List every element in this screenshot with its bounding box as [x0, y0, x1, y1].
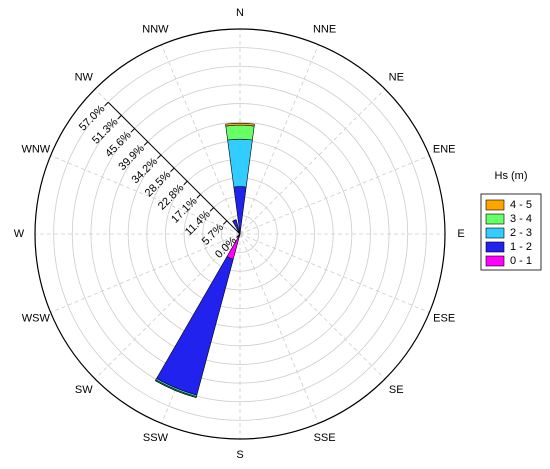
direction-label: W [14, 228, 25, 240]
direction-label: SE [389, 384, 404, 396]
direction-label: S [236, 449, 243, 461]
direction-label: WSW [22, 312, 51, 324]
rose-segment [155, 380, 197, 398]
direction-label: WNW [21, 143, 50, 155]
grid-spoke [239, 233, 319, 424]
legend-label: 1 - 2 [510, 241, 532, 253]
direction-label: SSW [143, 432, 169, 444]
radial-tick [209, 207, 214, 212]
direction-label: NE [389, 72, 404, 84]
grid-spoke [94, 233, 241, 380]
outer-circle [34, 28, 446, 440]
direction-label: SW [75, 384, 93, 396]
grid-spoke [239, 88, 386, 235]
grid-spoke [50, 155, 241, 235]
legend-swatch [485, 227, 505, 239]
radial-tick [170, 167, 175, 172]
direction-label: NW [75, 72, 94, 84]
legend-label: 2 - 3 [510, 227, 532, 239]
grid-spoke [50, 233, 241, 313]
grid-ring [127, 121, 353, 347]
radial-tick [104, 101, 109, 107]
rose-segment [225, 124, 255, 141]
direction-label: NNE [313, 24, 336, 36]
direction-label: ENE [433, 143, 456, 155]
direction-label: ESE [433, 312, 455, 324]
rose-segment [227, 138, 253, 188]
radial-tick [143, 141, 149, 146]
legend-swatch [485, 241, 505, 253]
radial-tick [236, 233, 241, 238]
direction-label: N [236, 7, 244, 19]
legend-label: 0 - 1 [510, 255, 532, 267]
legend-label: 3 - 4 [510, 213, 532, 225]
radial-tick [222, 220, 228, 225]
direction-label: NNW [142, 24, 169, 36]
rose-segment [225, 122, 255, 127]
radial-tick [130, 128, 135, 133]
grid-spoke [239, 155, 430, 235]
grid-ring [109, 103, 371, 365]
radial-tick [183, 180, 188, 186]
grid-spoke [161, 233, 241, 424]
radial-tick [157, 154, 162, 159]
grid-ring [53, 47, 427, 421]
grid-spoke [161, 44, 241, 235]
grid-ring [71, 65, 409, 403]
radial-tick [196, 194, 201, 199]
grid-spoke [239, 44, 319, 235]
legend-label: 4 - 5 [510, 199, 532, 211]
direction-label: SSE [314, 432, 336, 444]
direction-label: E [457, 228, 464, 240]
grid-spoke [239, 233, 430, 313]
legend-swatch [485, 255, 505, 267]
radial-tick [117, 115, 122, 120]
legend: 4 - 5 3 - 4 2 - 3 1 - 2 0 - 1 [485, 199, 532, 267]
grid-spoke [239, 233, 386, 380]
legend-title: Hs (m) [495, 170, 528, 182]
legend-swatch [485, 213, 505, 225]
rose-segment [156, 256, 234, 396]
bars [154, 122, 255, 398]
legend-swatch [485, 199, 505, 211]
